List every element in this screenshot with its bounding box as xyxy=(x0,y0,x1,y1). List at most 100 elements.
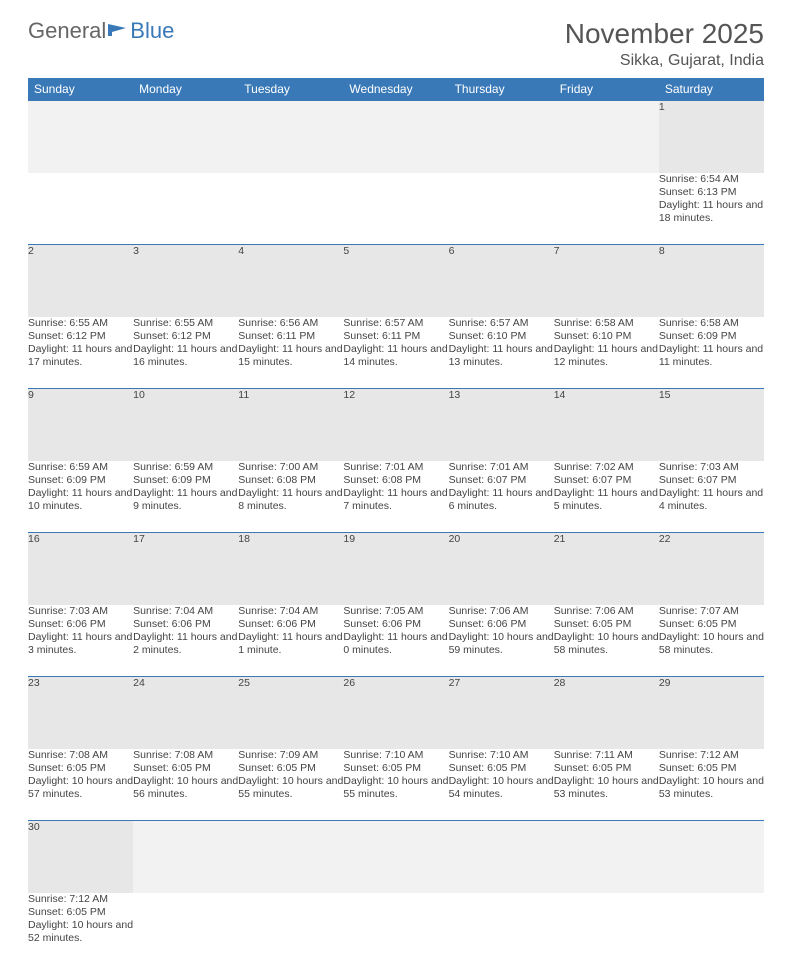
sunrise-text: Sunrise: 7:07 AM xyxy=(659,605,764,618)
day-number: 16 xyxy=(28,533,40,545)
sunrise-text: Sunrise: 6:55 AM xyxy=(133,317,238,330)
sunrise-text: Sunrise: 7:02 AM xyxy=(554,461,659,474)
day-detail-cell: Sunrise: 7:04 AMSunset: 6:06 PMDaylight:… xyxy=(133,605,238,677)
sunset-text: Sunset: 6:12 PM xyxy=(133,330,238,343)
day-number: 26 xyxy=(343,677,355,689)
day-number: 25 xyxy=(238,677,250,689)
location-label: Sikka, Gujarat, India xyxy=(565,52,764,70)
day-number: 3 xyxy=(133,245,139,257)
day-number: 21 xyxy=(554,533,566,545)
day-detail-cell: Sunrise: 7:08 AMSunset: 6:05 PMDaylight:… xyxy=(133,749,238,821)
page-header: General Blue November 2025 Sikka, Gujara… xyxy=(28,18,764,70)
day-detail-cell: Sunrise: 6:57 AMSunset: 6:10 PMDaylight:… xyxy=(449,317,554,389)
sunrise-text: Sunrise: 7:06 AM xyxy=(554,605,659,618)
daylight-text: Daylight: 11 hours and 0 minutes. xyxy=(343,631,448,657)
sunset-text: Sunset: 6:11 PM xyxy=(238,330,343,343)
day-number-cell: 5 xyxy=(343,245,448,317)
day-number-cell: 29 xyxy=(659,677,764,749)
daylight-text: Daylight: 10 hours and 53 minutes. xyxy=(554,775,659,801)
day-number-cell: 4 xyxy=(238,245,343,317)
sunrise-text: Sunrise: 6:54 AM xyxy=(659,173,764,186)
day-detail-row: Sunrise: 6:55 AMSunset: 6:12 PM Daylight:… xyxy=(28,317,764,389)
day-detail-cell: Sunrise: 7:04 AMSunset: 6:06 PMDaylight:… xyxy=(238,605,343,677)
day-detail-cell: Sunrise: 6:57 AMSunset: 6:11 PMDaylight:… xyxy=(343,317,448,389)
day-detail-cell xyxy=(343,173,448,245)
day-header: Sunday xyxy=(28,78,133,101)
daylight-text: Daylight: 10 hours and 54 minutes. xyxy=(449,775,554,801)
daylight-text: Daylight: 11 hours and 4 minutes. xyxy=(659,487,764,513)
day-detail-cell: Sunrise: 6:55 AMSunset: 6:12 PMDaylight:… xyxy=(133,317,238,389)
month-title: November 2025 xyxy=(565,18,764,50)
day-detail-cell xyxy=(449,893,554,965)
sunset-text: Sunset: 6:09 PM xyxy=(133,474,238,487)
sunset-text: Sunset: 6:05 PM xyxy=(554,762,659,775)
sunset-text: Sunset: 6:11 PM xyxy=(343,330,448,343)
day-number-cell: 13 xyxy=(449,389,554,461)
day-detail-cell xyxy=(659,893,764,965)
day-detail-cell xyxy=(238,893,343,965)
day-number-cell xyxy=(238,101,343,173)
day-number-cell: 27 xyxy=(449,677,554,749)
day-number-cell: 26 xyxy=(343,677,448,749)
day-detail-cell xyxy=(343,893,448,965)
day-detail-cell: Sunrise: 7:06 AMSunset: 6:06 PMDaylight:… xyxy=(449,605,554,677)
sunset-text: Sunset: 6:12 PM xyxy=(28,330,133,343)
day-number-cell: 23 xyxy=(28,677,133,749)
sunset-text: Sunset: 6:05 PM xyxy=(659,762,764,775)
calendar-table: Sunday Monday Tuesday Wednesday Thursday… xyxy=(28,78,764,965)
sunset-text: Sunset: 6:09 PM xyxy=(28,474,133,487)
daylight-text: Daylight: 11 hours and 12 minutes. xyxy=(554,343,659,369)
day-number: 7 xyxy=(554,245,560,257)
sunrise-text: Sunrise: 7:12 AM xyxy=(28,893,133,906)
daylight-text: Daylight: 11 hours and 13 minutes. xyxy=(449,343,554,369)
sunrise-text: Sunrise: 7:01 AM xyxy=(449,461,554,474)
day-number-cell: 28 xyxy=(554,677,659,749)
day-number: 24 xyxy=(133,677,145,689)
sunrise-text: Sunrise: 7:03 AM xyxy=(28,605,133,618)
day-detail-cell: Sunrise: 7:05 AMSunset: 6:06 PMDaylight:… xyxy=(343,605,448,677)
day-detail-cell: Sunrise: 6:59 AMSunset: 6:09 PMDaylight:… xyxy=(133,461,238,533)
calendar-head: Sunday Monday Tuesday Wednesday Thursday… xyxy=(28,78,764,101)
day-number: 17 xyxy=(133,533,145,545)
day-detail-cell: Sunrise: 6:58 AMSunset: 6:09 PMDaylight:… xyxy=(659,317,764,389)
day-number: 13 xyxy=(449,389,461,401)
daylight-text: Daylight: 10 hours and 55 minutes. xyxy=(343,775,448,801)
daylight-text: Daylight: 10 hours and 58 minutes. xyxy=(659,631,764,657)
day-number: 9 xyxy=(28,389,34,401)
daylight-text: Daylight: 11 hours and 18 minutes. xyxy=(659,199,764,225)
sunset-text: Sunset: 6:08 PM xyxy=(238,474,343,487)
sunrise-text: Sunrise: 7:08 AM xyxy=(133,749,238,762)
day-number-cell: 6 xyxy=(449,245,554,317)
brand-logo: General Blue xyxy=(28,18,174,44)
daylight-text: Daylight: 11 hours and 11 minutes. xyxy=(659,343,764,369)
day-number: 19 xyxy=(343,533,355,545)
day-number-cell xyxy=(28,101,133,173)
sunrise-text: Sunrise: 6:57 AM xyxy=(449,317,554,330)
sunset-text: Sunset: 6:06 PM xyxy=(343,618,448,631)
title-block: November 2025 Sikka, Gujarat, India xyxy=(565,18,764,70)
sunset-text: Sunset: 6:07 PM xyxy=(449,474,554,487)
day-detail-cell xyxy=(28,173,133,245)
daylight-text: Daylight: 10 hours and 56 minutes. xyxy=(133,775,238,801)
sunset-text: Sunset: 6:08 PM xyxy=(343,474,448,487)
sunrise-text: Sunrise: 7:11 AM xyxy=(554,749,659,762)
day-number: 2 xyxy=(28,245,34,257)
sunrise-text: Sunrise: 7:03 AM xyxy=(659,461,764,474)
day-number-cell xyxy=(133,101,238,173)
day-number: 15 xyxy=(659,389,671,401)
day-number-row: 30 xyxy=(28,821,764,893)
sunrise-text: Sunrise: 7:10 AM xyxy=(449,749,554,762)
sunset-text: Sunset: 6:10 PM xyxy=(449,330,554,343)
day-number: 8 xyxy=(659,245,665,257)
day-number-cell: 24 xyxy=(133,677,238,749)
day-detail-row: Sunrise: 6:59 AMSunset: 6:09 PMDaylight:… xyxy=(28,461,764,533)
day-number-cell: 19 xyxy=(343,533,448,605)
day-number: 14 xyxy=(554,389,566,401)
day-number: 22 xyxy=(659,533,671,545)
sunset-text: Sunset: 6:05 PM xyxy=(28,762,133,775)
daylight-text: Daylight: 11 hours and 8 minutes. xyxy=(238,487,343,513)
day-number: 10 xyxy=(133,389,145,401)
day-detail-cell: Sunrise: 7:07 AMSunset: 6:05 PMDaylight:… xyxy=(659,605,764,677)
day-number: 1 xyxy=(659,101,665,113)
day-number: 6 xyxy=(449,245,455,257)
